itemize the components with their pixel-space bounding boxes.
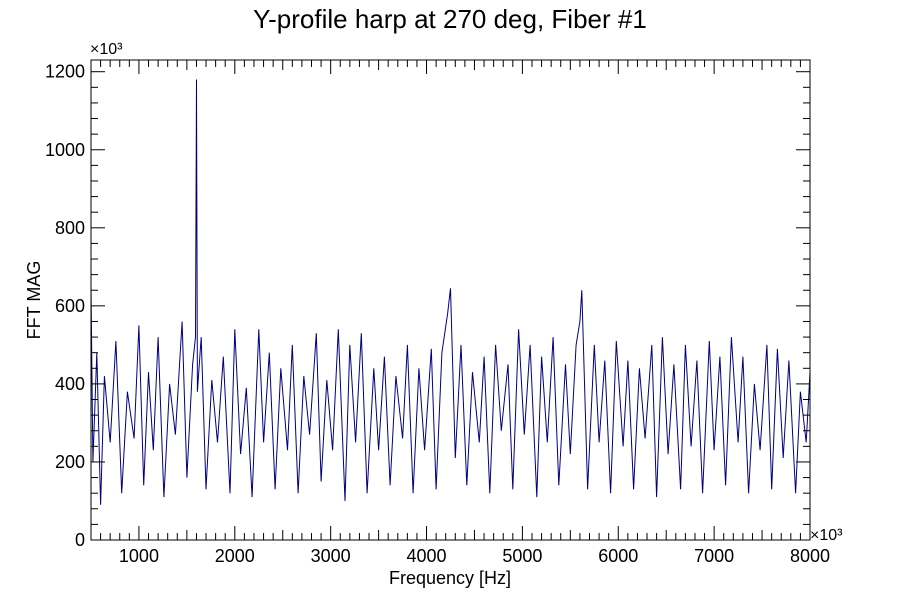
x-tick-label: 2000 <box>215 546 255 566</box>
x-tick-label: 3000 <box>311 546 351 566</box>
x-tick-label: 7000 <box>694 546 734 566</box>
x-tick-label: 6000 <box>598 546 638 566</box>
y-tick-label: 0 <box>75 530 85 550</box>
plot-frame <box>90 59 811 541</box>
y-tick-label: 1200 <box>45 62 85 82</box>
y-tick-label: 200 <box>55 452 85 472</box>
y-axis-label: FFT MAG <box>24 261 44 340</box>
x-tick-label: 5000 <box>502 546 542 566</box>
y-tick-label: 800 <box>55 218 85 238</box>
chart-title: Y-profile harp at 270 deg, Fiber #1 <box>253 4 647 34</box>
x-multiplier-label: ×10³ <box>810 527 843 544</box>
series-line <box>90 79 811 505</box>
series-layer <box>90 79 811 505</box>
y-tick-label: 600 <box>55 296 85 316</box>
x-tick-label: 4000 <box>407 546 447 566</box>
x-axis-label: Frequency [Hz] <box>389 568 511 588</box>
x-tick-label: 1000 <box>119 546 159 566</box>
y-multiplier-label: ×10³ <box>90 41 123 58</box>
y-tick-label: 1000 <box>45 140 85 160</box>
y-tick-label: 400 <box>55 374 85 394</box>
ticks-layer: 1000 2000 3000 4000 5000 6000 7000 8000 0 200 400 6… <box>45 60 830 566</box>
x-tick-label: 8000 <box>790 546 830 566</box>
